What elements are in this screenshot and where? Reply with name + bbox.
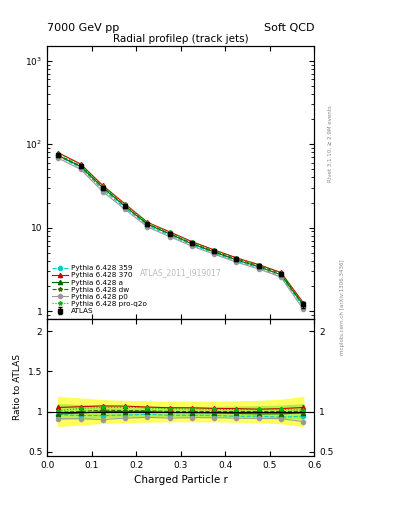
Line: Pythia 6.428 359: Pythia 6.428 359 bbox=[56, 154, 305, 309]
Pythia 6.428 pro-q2o bbox=[101, 183, 105, 189]
Pythia 6.428 pro-q2o bbox=[56, 151, 61, 157]
Pythia 6.428 359 bbox=[56, 153, 61, 159]
Pythia 6.428 pro-q2o bbox=[123, 201, 127, 207]
Pythia 6.428 370 bbox=[78, 161, 83, 167]
Pythia 6.428 a bbox=[56, 153, 61, 159]
Pythia 6.428 370 bbox=[189, 239, 194, 245]
Pythia 6.428 pro-q2o bbox=[301, 301, 306, 307]
Pythia 6.428 370 bbox=[256, 262, 261, 268]
Pythia 6.428 359 bbox=[212, 250, 217, 256]
Pythia 6.428 359 bbox=[123, 205, 127, 211]
Pythia 6.428 a bbox=[145, 221, 150, 227]
Pythia 6.428 dw bbox=[123, 203, 127, 209]
Pythia 6.428 a bbox=[234, 257, 239, 263]
Line: Pythia 6.428 a: Pythia 6.428 a bbox=[56, 154, 305, 307]
Line: Pythia 6.428 p0: Pythia 6.428 p0 bbox=[56, 156, 305, 311]
Pythia 6.428 370 bbox=[167, 229, 172, 235]
Pythia 6.428 359 bbox=[101, 186, 105, 193]
Y-axis label: Ratio to ATLAS: Ratio to ATLAS bbox=[13, 354, 22, 420]
Pythia 6.428 370 bbox=[212, 247, 217, 253]
Pythia 6.428 dw bbox=[301, 302, 306, 308]
Pythia 6.428 p0 bbox=[234, 259, 239, 265]
Pythia 6.428 dw bbox=[78, 163, 83, 169]
Pythia 6.428 p0 bbox=[101, 188, 105, 195]
Pythia 6.428 a bbox=[279, 272, 283, 278]
Pythia 6.428 a bbox=[167, 231, 172, 237]
Pythia 6.428 pro-q2o bbox=[189, 239, 194, 245]
Pythia 6.428 pro-q2o bbox=[78, 161, 83, 167]
Pythia 6.428 p0 bbox=[189, 243, 194, 249]
Pythia 6.428 dw bbox=[167, 230, 172, 237]
Text: ATLAS_2011_I919017: ATLAS_2011_I919017 bbox=[140, 268, 222, 277]
Pythia 6.428 dw bbox=[189, 240, 194, 246]
Pythia 6.428 a bbox=[256, 264, 261, 270]
Text: Soft QCD: Soft QCD bbox=[264, 23, 314, 33]
Pythia 6.428 dw bbox=[145, 221, 150, 227]
Pythia 6.428 370 bbox=[279, 269, 283, 275]
Pythia 6.428 359 bbox=[167, 232, 172, 239]
Pythia 6.428 359 bbox=[234, 258, 239, 264]
Legend: Pythia 6.428 359, Pythia 6.428 370, Pythia 6.428 a, Pythia 6.428 dw, Pythia 6.42: Pythia 6.428 359, Pythia 6.428 370, Pyth… bbox=[51, 264, 148, 315]
Pythia 6.428 pro-q2o bbox=[167, 229, 172, 236]
Line: Pythia 6.428 dw: Pythia 6.428 dw bbox=[56, 153, 305, 307]
Text: 7000 GeV pp: 7000 GeV pp bbox=[47, 23, 119, 33]
Pythia 6.428 359 bbox=[279, 273, 283, 280]
Pythia 6.428 p0 bbox=[145, 224, 150, 230]
Pythia 6.428 370 bbox=[101, 182, 105, 188]
Pythia 6.428 pro-q2o bbox=[145, 220, 150, 226]
Pythia 6.428 dw bbox=[234, 256, 239, 262]
Pythia 6.428 359 bbox=[301, 304, 306, 310]
Line: Pythia 6.428 pro-q2o: Pythia 6.428 pro-q2o bbox=[56, 152, 305, 306]
Pythia 6.428 dw bbox=[212, 248, 217, 254]
Pythia 6.428 p0 bbox=[256, 266, 261, 272]
Pythia 6.428 p0 bbox=[212, 251, 217, 258]
Pythia 6.428 a bbox=[189, 241, 194, 247]
Pythia 6.428 370 bbox=[234, 255, 239, 261]
Line: Pythia 6.428 370: Pythia 6.428 370 bbox=[56, 151, 305, 305]
Pythia 6.428 pro-q2o bbox=[212, 247, 217, 253]
Pythia 6.428 a bbox=[212, 249, 217, 255]
Pythia 6.428 370 bbox=[123, 201, 127, 207]
Pythia 6.428 pro-q2o bbox=[234, 255, 239, 261]
Pythia 6.428 p0 bbox=[78, 166, 83, 173]
Pythia 6.428 p0 bbox=[279, 274, 283, 280]
Pythia 6.428 370 bbox=[56, 150, 61, 156]
Pythia 6.428 p0 bbox=[301, 306, 306, 312]
Pythia 6.428 a bbox=[101, 185, 105, 191]
Pythia 6.428 a bbox=[301, 302, 306, 308]
Title: Radial profileρ (track jets): Radial profileρ (track jets) bbox=[113, 34, 249, 44]
Pythia 6.428 a bbox=[123, 203, 127, 209]
Pythia 6.428 p0 bbox=[56, 155, 61, 161]
Pythia 6.428 359 bbox=[78, 165, 83, 171]
Pythia 6.428 a bbox=[78, 163, 83, 169]
Pythia 6.428 p0 bbox=[123, 206, 127, 212]
Pythia 6.428 pro-q2o bbox=[256, 262, 261, 268]
X-axis label: Charged Particle r: Charged Particle r bbox=[134, 475, 228, 485]
Pythia 6.428 359 bbox=[189, 242, 194, 248]
Pythia 6.428 dw bbox=[56, 152, 61, 158]
Pythia 6.428 pro-q2o bbox=[279, 270, 283, 276]
Text: mcplots.cern.ch [arXiv:1306.3436]: mcplots.cern.ch [arXiv:1306.3436] bbox=[340, 260, 345, 355]
Pythia 6.428 359 bbox=[145, 222, 150, 228]
Text: Rivet 3.1.10, ≥ 2.9M events: Rivet 3.1.10, ≥ 2.9M events bbox=[328, 105, 333, 182]
Pythia 6.428 dw bbox=[256, 263, 261, 269]
Pythia 6.428 370 bbox=[301, 300, 306, 306]
Pythia 6.428 dw bbox=[279, 271, 283, 277]
Pythia 6.428 370 bbox=[145, 219, 150, 225]
Pythia 6.428 p0 bbox=[167, 233, 172, 240]
Pythia 6.428 dw bbox=[101, 184, 105, 190]
Pythia 6.428 359 bbox=[256, 265, 261, 271]
